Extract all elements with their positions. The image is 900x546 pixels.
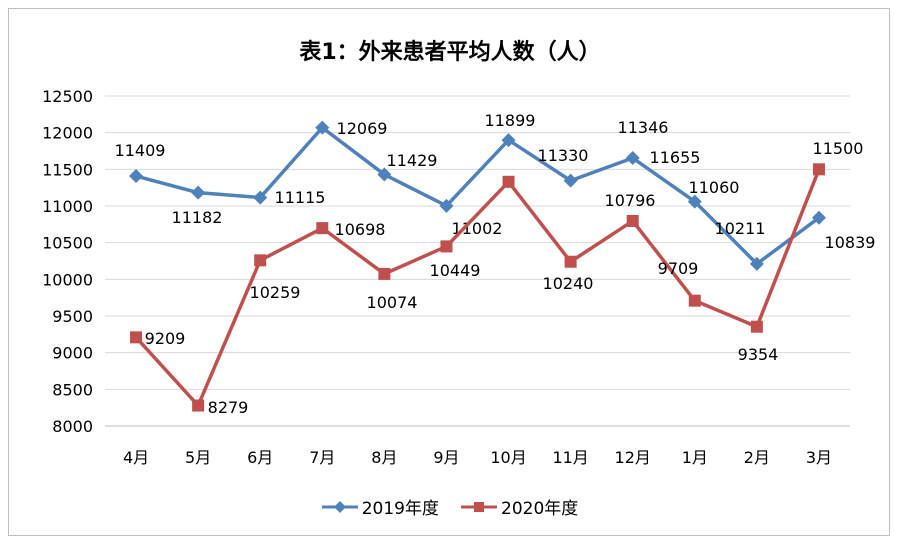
y-tick-label: 9500 <box>52 307 93 326</box>
data-label: 9709 <box>658 259 699 278</box>
y-tick-label: 11500 <box>42 160 93 179</box>
data-label: 11115 <box>275 188 326 207</box>
y-tick-label: 8500 <box>52 380 93 399</box>
y-tick-label: 9000 <box>52 344 93 363</box>
data-label: 10796 <box>605 191 656 210</box>
data-label: 10839 <box>825 233 876 252</box>
legend-label: 2019年度 <box>361 499 439 519</box>
data-point-square <box>564 255 577 268</box>
x-tick-label: 8月 <box>371 448 397 467</box>
data-point-diamond <box>129 169 144 184</box>
diamond-marker-icon <box>321 500 358 513</box>
data-label: 8279 <box>208 398 249 417</box>
data-label: 11330 <box>538 146 589 165</box>
x-tick-label: 7月 <box>309 448 335 467</box>
data-point-square <box>812 163 825 176</box>
data-label: 10259 <box>250 283 301 302</box>
data-label: 10449 <box>430 261 481 280</box>
y-tick-label: 12500 <box>42 87 93 106</box>
data-point-diamond <box>377 167 392 182</box>
data-label: 11346 <box>618 118 669 137</box>
data-point-diamond <box>501 133 516 148</box>
data-label: 11060 <box>689 178 740 197</box>
data-label: 9209 <box>145 329 186 348</box>
data-label: 11899 <box>485 111 536 130</box>
data-label: 10211 <box>715 219 766 238</box>
data-point-diamond <box>749 256 764 271</box>
data-point-square <box>750 320 763 333</box>
data-label: 11002 <box>452 219 503 238</box>
square-marker-icon <box>461 501 497 512</box>
data-label: 11429 <box>387 151 438 170</box>
x-tick-label: 12月 <box>615 448 651 467</box>
data-point-square <box>378 267 391 280</box>
x-tick-label: 9月 <box>433 448 459 467</box>
data-label: 11409 <box>115 141 166 160</box>
series-line-2020年度 <box>134 168 821 408</box>
data-point-diamond <box>625 150 640 165</box>
x-tick-label: 10月 <box>490 448 526 467</box>
data-label: 10240 <box>543 274 594 293</box>
data-label: 10074 <box>367 293 418 312</box>
data-point-diamond <box>191 185 206 200</box>
x-tick-label: 2月 <box>744 448 770 467</box>
data-label: 11182 <box>172 208 223 227</box>
data-point-square <box>440 240 453 253</box>
chart-frame <box>8 8 890 536</box>
data-point-square <box>254 254 267 267</box>
legend-item-2019: 2019年度 <box>321 494 439 519</box>
series-line-2019年度 <box>135 125 821 266</box>
legend-item-2020: 2020年度 <box>461 494 578 519</box>
data-label: 11655 <box>650 148 701 167</box>
data-point-square <box>316 222 329 235</box>
legend: 2019年度 2020年度 <box>0 494 900 519</box>
y-tick-label: 10500 <box>42 234 93 253</box>
y-tick-label: 11000 <box>42 197 93 216</box>
data-point-diamond <box>315 120 330 135</box>
data-label: 10698 <box>335 220 386 239</box>
data-point-diamond <box>439 198 454 213</box>
data-point-diamond <box>811 210 826 225</box>
x-tick-label: 4月 <box>123 448 149 467</box>
chart-title: 表1：外来患者平均人数（人） <box>299 40 601 65</box>
x-tick-label: 11月 <box>552 448 588 467</box>
y-tick-label: 12000 <box>42 124 93 143</box>
x-tick-label: 5月 <box>185 448 211 467</box>
data-label: 12069 <box>337 119 388 138</box>
data-point-square <box>502 175 515 188</box>
y-tick-label: 8000 <box>52 417 93 436</box>
data-point-diamond <box>563 173 578 188</box>
data-point-diamond <box>253 190 268 205</box>
data-label: 9354 <box>738 345 779 364</box>
data-point-square <box>192 399 205 412</box>
legend-label: 2020年度 <box>501 499 579 519</box>
data-point-square <box>688 294 701 307</box>
x-tick-label: 1月 <box>682 448 708 467</box>
x-tick-label: 6月 <box>247 448 273 467</box>
data-point-square <box>626 214 639 227</box>
data-point-square <box>130 331 143 344</box>
data-label: 11500 <box>813 139 864 158</box>
x-tick-label: 3月 <box>806 448 832 467</box>
y-tick-label: 10000 <box>42 270 93 289</box>
data-point-diamond <box>687 194 702 209</box>
